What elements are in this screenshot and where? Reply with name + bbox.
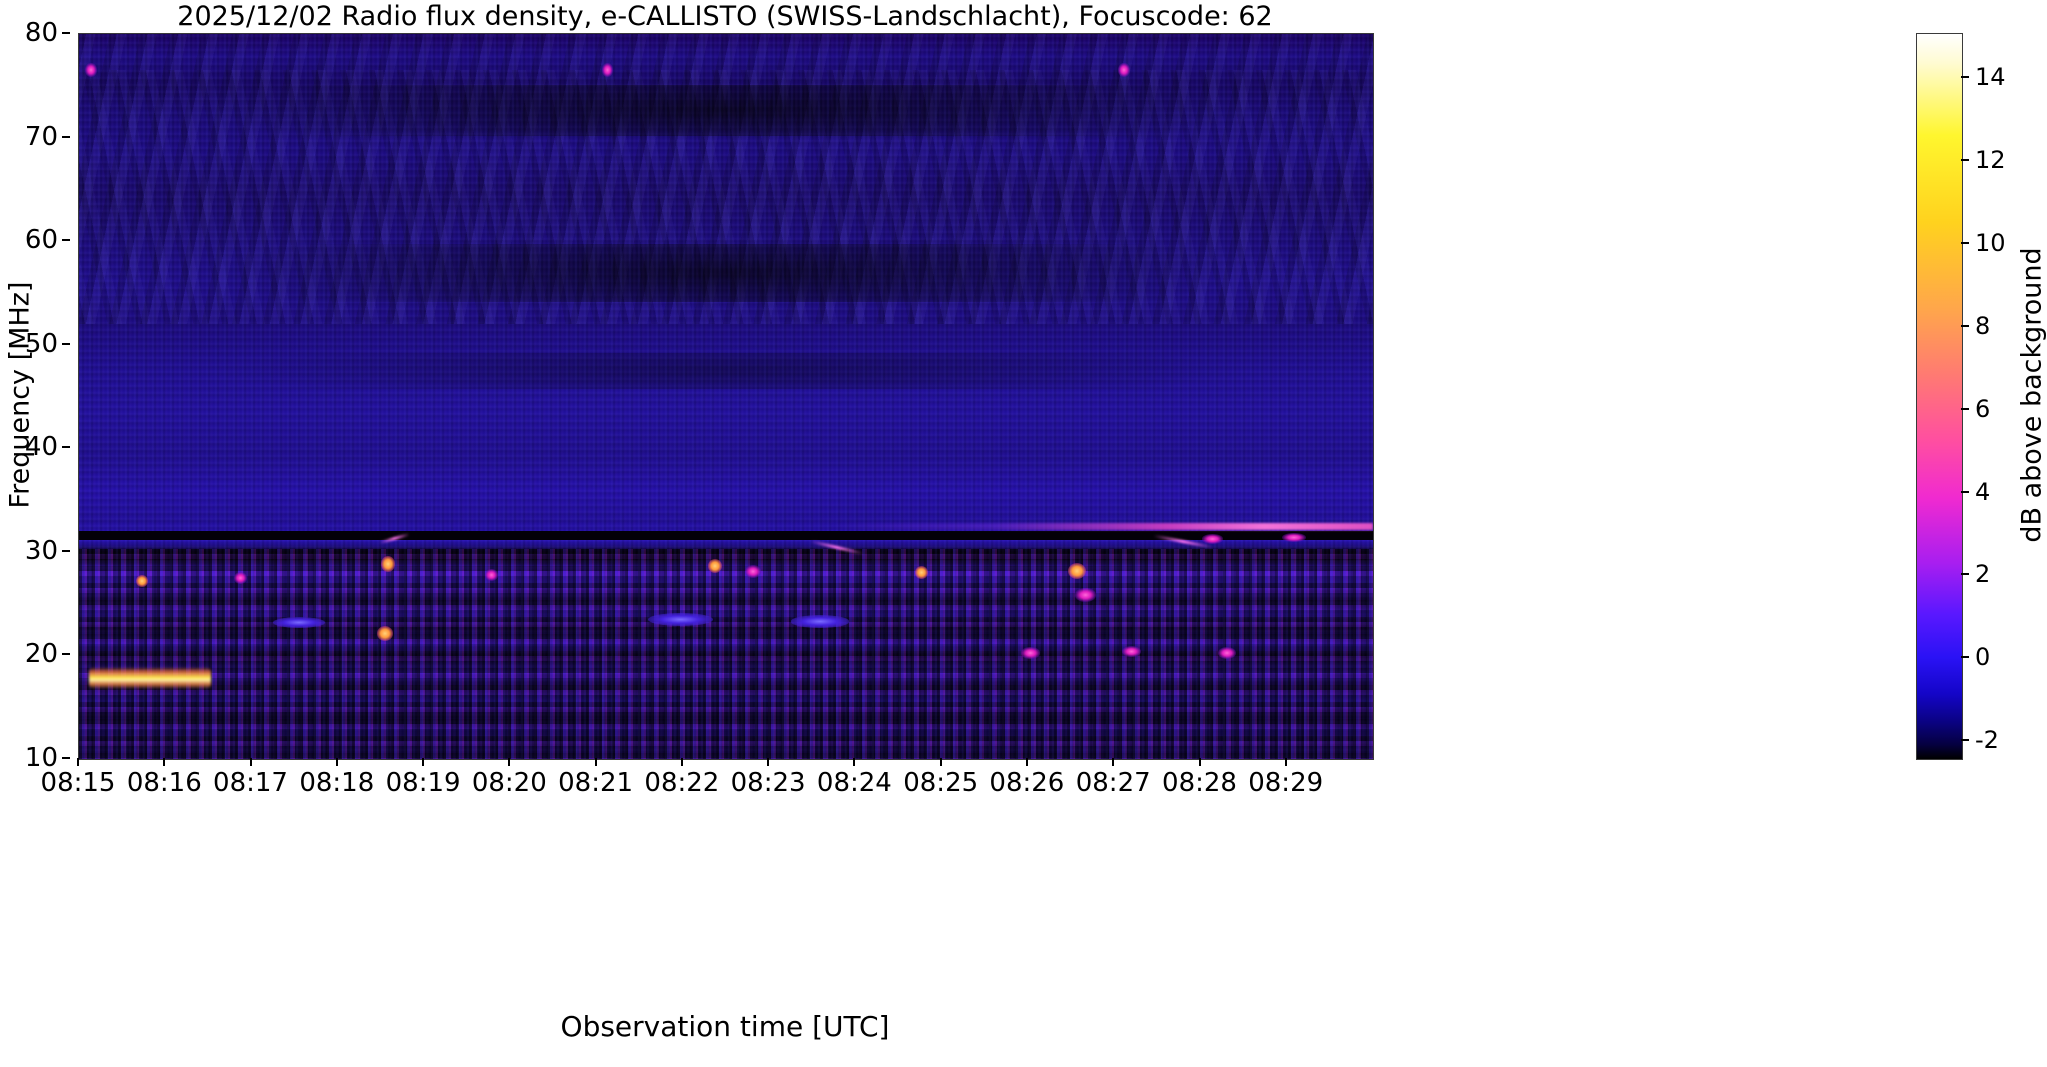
colorbar-tick [1961,324,1969,327]
colorbar-tick-label: 4 [1975,477,1991,506]
x-tick-label: 08:16 [126,768,202,798]
dark-line-32mhz [79,531,1373,541]
x-tick-label: 08:17 [213,768,288,798]
y-tick-label: 10 [24,743,58,773]
x-tick-label: 08:15 [40,768,116,798]
dark-lobe-47mhz [79,353,1373,390]
colorbar-tick-label: 14 [1975,63,2006,91]
x-tick-label: 08:21 [558,768,634,798]
x-axis-title: Observation time [UTC] [560,1010,890,1043]
colorbar-tick-label: 6 [1975,394,1991,423]
x-tick [767,758,770,766]
x-tick [1198,758,1201,766]
x-tick-label: 08:29 [1248,768,1324,798]
x-tick-label: 08:28 [1162,768,1237,798]
y-axis-title: Frequency [MHz] [4,281,36,509]
colorbar-tick [1961,573,1969,576]
strong-burst-17mhz [89,666,211,689]
y-tick [62,446,70,449]
x-tick-label: 08:25 [903,768,979,798]
x-axis-ticks: 08:15 08:16 08:17 08:18 08:19 08:20 08:2… [41,758,1372,804]
colorbar-title: dB above background [2016,247,2047,543]
x-tick-label: 08:27 [1075,768,1151,798]
spectrogram-axes[interactable] [78,33,1374,760]
y-tick-label: 20 [24,639,58,670]
x-tick-label: 08:18 [299,768,375,798]
y-tick-label: 60 [24,225,58,256]
x-tick [680,758,683,766]
x-tick-label: 08:24 [816,768,892,798]
colorbar-tick-label: 10 [1975,228,2006,257]
x-tick [249,758,252,766]
rfi-zone-low-frequency [79,548,1373,759]
y-tick-label: 40 [24,432,58,463]
colorbar[interactable] [1916,33,1963,760]
colorbar-tick [1961,76,1969,78]
bright-rim-32mhz [829,522,1373,530]
y-axis-title-wrapper: Frequency [MHz] [5,0,36,1067]
x-tick [1025,758,1028,766]
y-tick-label: 70 [24,121,58,152]
colorbar-tick [1961,490,1969,493]
colorbar-tick [1961,407,1969,410]
y-tick [62,239,70,242]
colorbar-tick [1961,158,1969,161]
colorbar-ticks: 14 12 10 8 6 4 2 0 -2 [1961,33,2047,758]
x-tick [939,758,942,766]
x-tick [853,758,856,766]
colorbar-tick-label: 12 [1975,145,2006,174]
x-tick [508,758,511,766]
x-tick [163,758,166,766]
spectrogram-image [79,34,1373,759]
x-tick-label: 08:22 [644,768,720,798]
colorbar-tick-label: 0 [1975,643,1991,672]
y-tick [62,757,70,759]
colorbar-tick [1961,241,1969,244]
colorbar-tick [1961,656,1969,659]
y-tick [62,32,70,34]
y-tick-label: 30 [24,535,58,566]
x-tick-label: 08:26 [989,768,1065,798]
y-tick-label: 80 [24,18,58,48]
x-tick [335,758,338,766]
x-tick [422,758,425,766]
x-tick-label: 08:20 [471,768,547,798]
x-tick [1112,758,1115,766]
x-tick-label: 08:19 [385,768,461,798]
x-tick [594,758,597,766]
y-tick [62,653,70,656]
y-tick [62,342,70,345]
chart-title: 2025/12/02 Radio flux density, e-CALLIST… [177,1,1273,32]
colorbar-tick [1961,739,1969,742]
x-tick-label: 08:23 [730,768,806,798]
y-axis-ticks: 80 70 60 50 40 30 20 10 [0,20,70,771]
colorbar-tick-label: -2 [1975,726,1999,755]
vertical-noise-layer [79,34,1373,759]
y-tick [62,549,70,552]
colorbar-tick-label: 8 [1975,311,1991,340]
y-tick [62,135,70,138]
x-tick [1284,758,1287,766]
y-tick-label: 50 [24,328,58,359]
colorbar-title-wrapper: dB above background [2017,0,2047,1067]
x-tick [77,758,79,766]
colorbar-tick-label: 2 [1975,560,1991,589]
dark-lobe-74mhz [79,84,1373,136]
dark-lobe-57mhz [79,244,1373,303]
